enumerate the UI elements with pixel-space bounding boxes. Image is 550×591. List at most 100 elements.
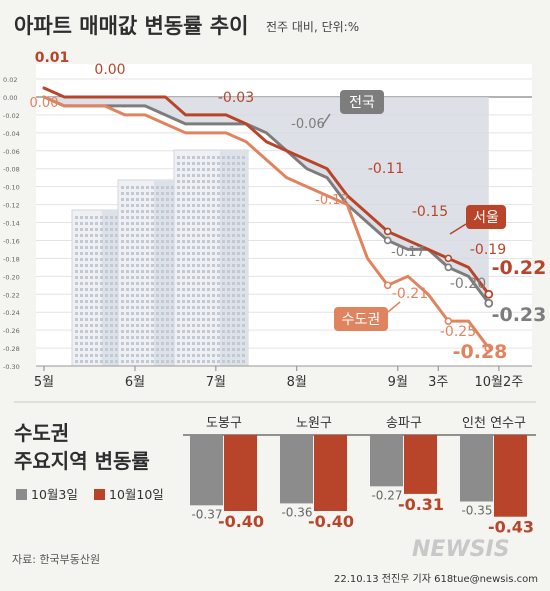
y-tick-label: -0.26 xyxy=(3,327,20,335)
data-label: -0.06 xyxy=(291,117,325,132)
data-label: -0.25 xyxy=(440,324,476,340)
x-tick-label: 10월2주 xyxy=(475,375,524,390)
series-marker xyxy=(444,263,453,272)
bar xyxy=(370,435,403,487)
callout-badge xyxy=(340,90,384,114)
y-tick-label: -0.14 xyxy=(3,220,20,228)
data-label: -0.17 xyxy=(391,245,425,260)
series-callout-label: 전국 xyxy=(349,95,375,111)
callout-leader xyxy=(321,113,331,127)
legend-swatch xyxy=(16,489,27,500)
bar xyxy=(280,435,313,504)
x-tick-label: 7월 xyxy=(206,375,226,390)
y-tick-label: -0.16 xyxy=(3,237,20,245)
bar-category-label: 노원구 xyxy=(296,416,332,431)
legend-label: 10월3일 xyxy=(31,487,78,502)
credit-text: 22.10.13 전진우 기자 618tue@newsis.com xyxy=(334,573,538,585)
data-label: -0.22 xyxy=(492,257,547,279)
bar xyxy=(460,435,493,502)
y-tick-label: -0.28 xyxy=(3,345,20,353)
bar-value-label: -0.37 xyxy=(191,507,222,521)
callout-leader xyxy=(449,223,467,235)
bar-value-label: -0.40 xyxy=(308,512,354,531)
bar-value-label: -0.27 xyxy=(371,488,402,502)
y-tick-label: -0.04 xyxy=(3,130,20,138)
bar-legend: 10월3일 10월10일 xyxy=(16,487,164,502)
y-tick-label: -0.06 xyxy=(3,148,20,156)
series-marker xyxy=(444,317,453,325)
series-marker xyxy=(383,281,392,290)
building-3 xyxy=(173,149,249,367)
data-label: -0.15 xyxy=(412,204,448,220)
bar-value-label: -0.40 xyxy=(218,512,264,531)
series-callout-label: 서울 xyxy=(473,210,499,226)
bar-value-label: -0.31 xyxy=(398,495,444,514)
bar-value-label: -0.43 xyxy=(488,518,534,537)
series-line xyxy=(42,95,491,350)
legend-label: 10월10일 xyxy=(109,487,164,502)
bar xyxy=(404,435,437,494)
series-end-marker xyxy=(484,343,494,353)
y-tick-label: -0.02 xyxy=(3,112,20,120)
series-callout-label: 수도권 xyxy=(342,312,381,328)
y-tick-label: -0.18 xyxy=(3,255,20,263)
data-label: -0.28 xyxy=(453,341,508,363)
y-tick-label: -0.24 xyxy=(3,309,20,317)
x-tick-label: 6월 xyxy=(125,375,145,390)
y-tick-label: 0.00 xyxy=(3,94,17,102)
data-label: -0.19 xyxy=(470,242,506,258)
data-labels: 0.01 0.00 0.00 -0.03 -0.06 -0.11 -0.12 -0.15 -0.… xyxy=(30,50,547,363)
series-line xyxy=(42,95,491,305)
data-label: -0.20 xyxy=(450,276,486,292)
chart-title: 아파트 매매값 변동률 추이 xyxy=(14,14,248,38)
data-label: 0.00 xyxy=(94,62,125,78)
y-tick-label: 0.02 xyxy=(3,76,17,84)
x-tick-label: 9월 xyxy=(388,375,408,390)
data-label: -0.23 xyxy=(492,304,547,326)
unit-note: 전주 대비, 단위:% xyxy=(266,20,359,34)
series-end-marker xyxy=(484,289,494,299)
y-tick-label: -0.08 xyxy=(3,166,20,174)
series-lines xyxy=(42,86,491,350)
series-end-markers xyxy=(383,227,494,353)
data-label: 0.00 xyxy=(30,96,59,111)
bar-value-label: -0.35 xyxy=(461,504,492,518)
series-marker xyxy=(383,227,392,236)
building-1 xyxy=(71,209,121,367)
bar xyxy=(494,435,527,517)
series-marker xyxy=(383,236,392,245)
bar xyxy=(224,435,257,511)
callout-badge xyxy=(334,307,388,331)
legend-swatch xyxy=(94,489,105,500)
data-label: -0.11 xyxy=(368,161,404,177)
y-tick-label: -0.10 xyxy=(3,184,20,192)
decline-shade xyxy=(44,96,489,304)
bar-chart-title-line1: 수도권 xyxy=(14,421,69,445)
data-label: -0.21 xyxy=(392,286,428,302)
x-tick-label: 5월 xyxy=(34,375,54,390)
bar-value-label: -0.36 xyxy=(281,505,312,519)
bar-chart-section: 수도권 주요지역 변동률 10월3일 10월10일 도봉구-0.37-0.40노원… xyxy=(14,416,536,537)
series-line xyxy=(42,86,491,296)
series-marker xyxy=(444,254,453,263)
newsis-logo: NEWSIS xyxy=(412,537,510,562)
bar-category-label: 도봉구 xyxy=(206,416,242,431)
bar-category-label: 송파구 xyxy=(386,416,422,431)
bar xyxy=(190,435,223,506)
bar-category-label: 인천 연수구 xyxy=(462,416,526,431)
y-tick-label: -0.20 xyxy=(3,273,20,281)
line-chart: 0.02 0.00 -0.02 -0.04 -0.06 -0.08 -0.10 -0.12 -0… xyxy=(3,50,546,390)
data-label: -0.12 xyxy=(315,193,349,208)
y-axis: 0.02 0.00 -0.02 -0.04 -0.06 -0.08 -0.10 -0.12 -0… xyxy=(3,76,20,371)
data-label: -0.03 xyxy=(218,90,254,106)
x-tick-label: 8월 xyxy=(287,375,307,390)
bar-chart-title-line2: 주요지역 변동률 xyxy=(14,449,150,473)
y-tick-label: -0.12 xyxy=(3,202,20,210)
x-axis: 5월 6월 7월 8월 9월 3주 10월2주 xyxy=(34,365,532,390)
bars: 도봉구-0.37-0.40노원구-0.36-0.40송파구-0.27-0.31인… xyxy=(183,416,536,537)
apartment-buildings-illustration xyxy=(71,149,249,367)
building-2 xyxy=(117,179,177,367)
series-end-marker xyxy=(484,298,494,308)
